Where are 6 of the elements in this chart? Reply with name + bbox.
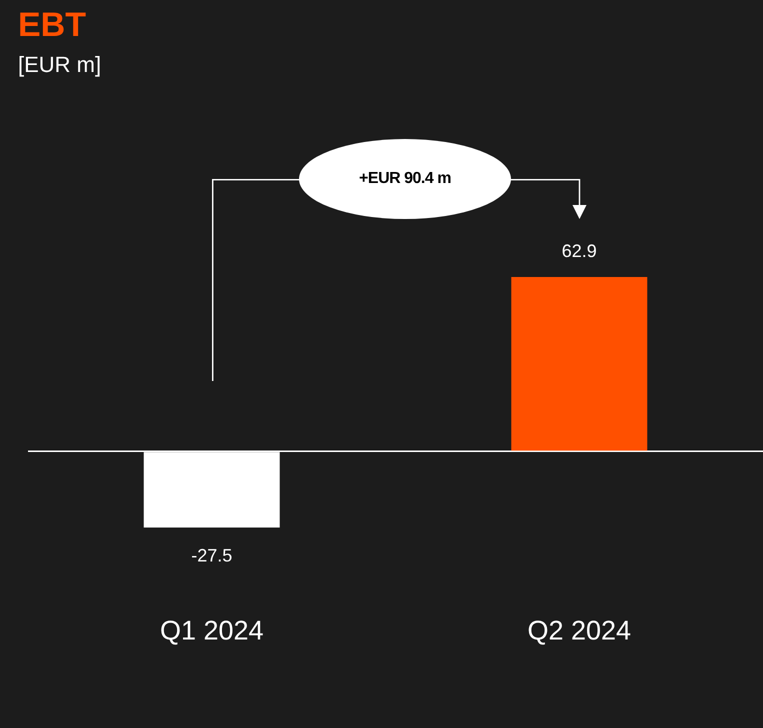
x-tick-label: Q1 2024 <box>160 615 264 646</box>
chart-title: EBT <box>18 6 86 45</box>
x-tick-label: Q2 2024 <box>527 615 632 646</box>
data-label: 62.9 <box>562 240 597 261</box>
chart-subtitle: [EUR m] <box>18 52 102 78</box>
data-label: -27.5 <box>191 546 232 566</box>
